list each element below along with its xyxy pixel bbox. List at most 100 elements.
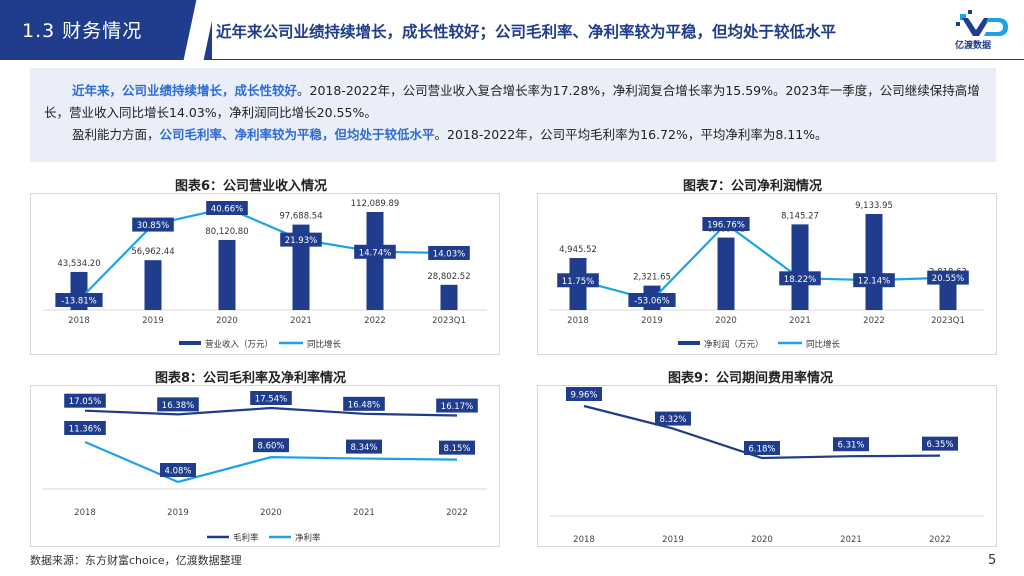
series-label-净利率-2020-bg [253,438,289,453]
growth-label-2020-bg [702,217,750,231]
series-label-期间费用率-2022: 6.35% [926,440,953,450]
legend-bar-label: 净利润（万元） [704,339,764,350]
series-label-期间费用率-2018: 9.96% [570,391,597,401]
section-header: 1.3 财务情况 [0,0,212,60]
series-label-净利率-2019-bg [160,463,196,477]
growth-label-2019: -53.06% [634,297,669,307]
legend-bar-label: 营业收入（万元） [205,339,273,350]
series-label-净利率-2020: 8.60% [257,442,284,452]
chart-expense-ratio-svg: 9.96% 8.32% 6.18% 6.31% 6.35% 2018 2019 2020 202… [550,387,984,545]
x-tick-2023Q1: 2023Q1 [432,316,466,326]
x-tick-2019: 2019 [142,316,164,326]
section-title: 1.3 财务情况 [22,20,143,42]
x-tick-2019: 2019 [641,316,663,326]
x-tick-2018: 2018 [573,535,595,545]
bar-2023Q1 [440,284,458,310]
x-tick-2022: 2022 [446,508,468,518]
bar-label-2021: 8,145.27 [781,211,819,221]
series-line-期间费用率 [583,404,941,460]
chart-net-profit: 4,945.522,321.656,889.818,145.279,133.95… [537,193,997,355]
bar-label-2023Q1: 28,802.52 [427,272,470,282]
series-label-净利率-2019: 4.08% [164,467,191,477]
page-title: 近年来公司业绩持续增长，成长性较好；公司毛利率、净利率较为平稳，但均处于较低水平 [216,23,837,41]
growth-label-2020: 40.66% [211,205,243,215]
growth-label-2023Q1: 20.55% [932,274,964,284]
chart-revenue-svg: 43,534.20 56,962.44 80,120.80 97,688.54 112,… [43,199,487,350]
chart-title-net-profit: 图表7：公司净利润情况 [683,179,823,194]
series-label-净利率-2021-bg [346,439,382,454]
legend-line-label: 同比增长 [307,339,342,350]
series-label-期间费用率-2022-bg [922,436,958,451]
series-label-期间费用率-2021-bg [833,437,869,452]
bar-2021 [791,224,809,310]
x-tick-2021: 2021 [290,316,312,326]
series-label-毛利率-2021: 16.48% [348,400,380,410]
x-tick-2019: 2019 [662,535,684,545]
x-tick-2018: 2018 [74,508,96,518]
bar-2020 [717,237,735,310]
growth-label-2022: 14.74% [359,248,391,258]
series-label-毛利率-2018-bg [64,393,106,408]
summary-box: 近年来，公司业绩持续增长，成长性较好。2018-2022年，公司营业收入复合增长… [30,68,996,162]
legend-bar-swatch [179,341,201,345]
legend-label-毛利率: 毛利率 [233,533,259,544]
x-tick-2021: 2021 [789,316,811,326]
series-label-毛利率-2020-bg [250,391,292,405]
bar-2023Q1 [939,280,957,310]
bar-label-2019: 2,321.65 [633,273,671,283]
growth-label-2023Q1: 14.03% [433,249,465,259]
chart-title-expense-ratio: 图表9：公司期间费用率情况 [668,371,834,386]
growth-label-2021: 21.93% [285,236,317,246]
growth-label-2018: -13.81% [61,297,96,307]
summary-highlight-2: 公司毛利率、净利率较为平稳，但均处于较低水平 [159,127,435,142]
series-label-期间费用率-2020: 6.18% [748,445,775,455]
x-tick-2022: 2022 [364,316,386,326]
bar-label-2019: 56,962.44 [131,247,174,257]
series-label-毛利率-2022-bg [436,398,478,413]
growth-label-2018-bg [55,293,103,307]
growth-label-2018-bg [557,273,599,288]
growth-label-2021-bg [280,232,322,247]
legend-line-label: 同比增长 [806,339,841,350]
growth-label-2019: 30.85% [137,221,169,231]
legend-label-净利率: 净利率 [295,533,321,544]
x-tick-2018: 2018 [567,316,589,326]
x-tick-2019: 2019 [167,508,189,518]
x-tick-2018: 2018 [68,316,90,326]
series-label-净利率-2018: 11.36% [69,424,101,434]
company-logo-icon [956,10,1008,36]
summary-text-2: 。2018-2022年，公司平均毛利率为16.72%，平均净利率为8.11%。 [434,127,828,142]
series-label-期间费用率-2019-bg [655,411,691,426]
x-tick-2020: 2020 [260,508,282,518]
chart-expense-ratio: 9.96% 8.32% 6.18% 6.31% 6.35% 2018 2019 2020 202… [537,385,997,547]
x-tick-2020: 2020 [715,316,737,326]
bar-2022 [366,212,384,310]
growth-label-2022-bg [354,244,396,259]
growth-label-2022-bg [853,273,895,288]
series-label-毛利率-2021-bg [343,396,385,411]
x-tick-2022: 2022 [863,316,885,326]
summary-lead-2: 盈利能力方面， [72,127,160,142]
series-label-毛利率-2019-bg [157,397,199,412]
series-label-期间费用率-2018-bg [566,387,602,401]
series-label-净利率-2018-bg [64,420,106,435]
x-tick-2022: 2022 [929,535,951,545]
growth-label-2021: 18.22% [784,275,816,285]
growth-label-2023Q1-bg [428,245,470,260]
x-tick-2023Q1: 2023Q1 [931,316,965,326]
series-line-毛利率 [84,406,458,417]
x-tick-2020: 2020 [751,535,773,545]
growth-label-2019-bg [628,293,676,307]
series-line-净利率 [84,440,458,484]
x-tick-2020: 2020 [216,316,238,326]
series-label-期间费用率-2019: 8.32% [659,415,686,425]
summary-paragraph-1: 近年来，公司业绩持续增长，成长性较好。2018-2022年，公司营业收入复合增长… [44,80,982,124]
growth-label-2018: 11.75% [562,277,594,287]
bar-label-2021: 97,688.54 [279,212,322,222]
chart-margins-svg: 17.05% 16.38% 17.54% 16.48% 16.17% 11.36% 4.08… [43,391,487,544]
bar-2019 [144,260,162,310]
series-label-毛利率-2020: 17.54% [255,395,287,405]
header-rule [212,59,1024,60]
chart-title-margins: 图表8：公司毛利率及净利率情况 [155,371,347,386]
